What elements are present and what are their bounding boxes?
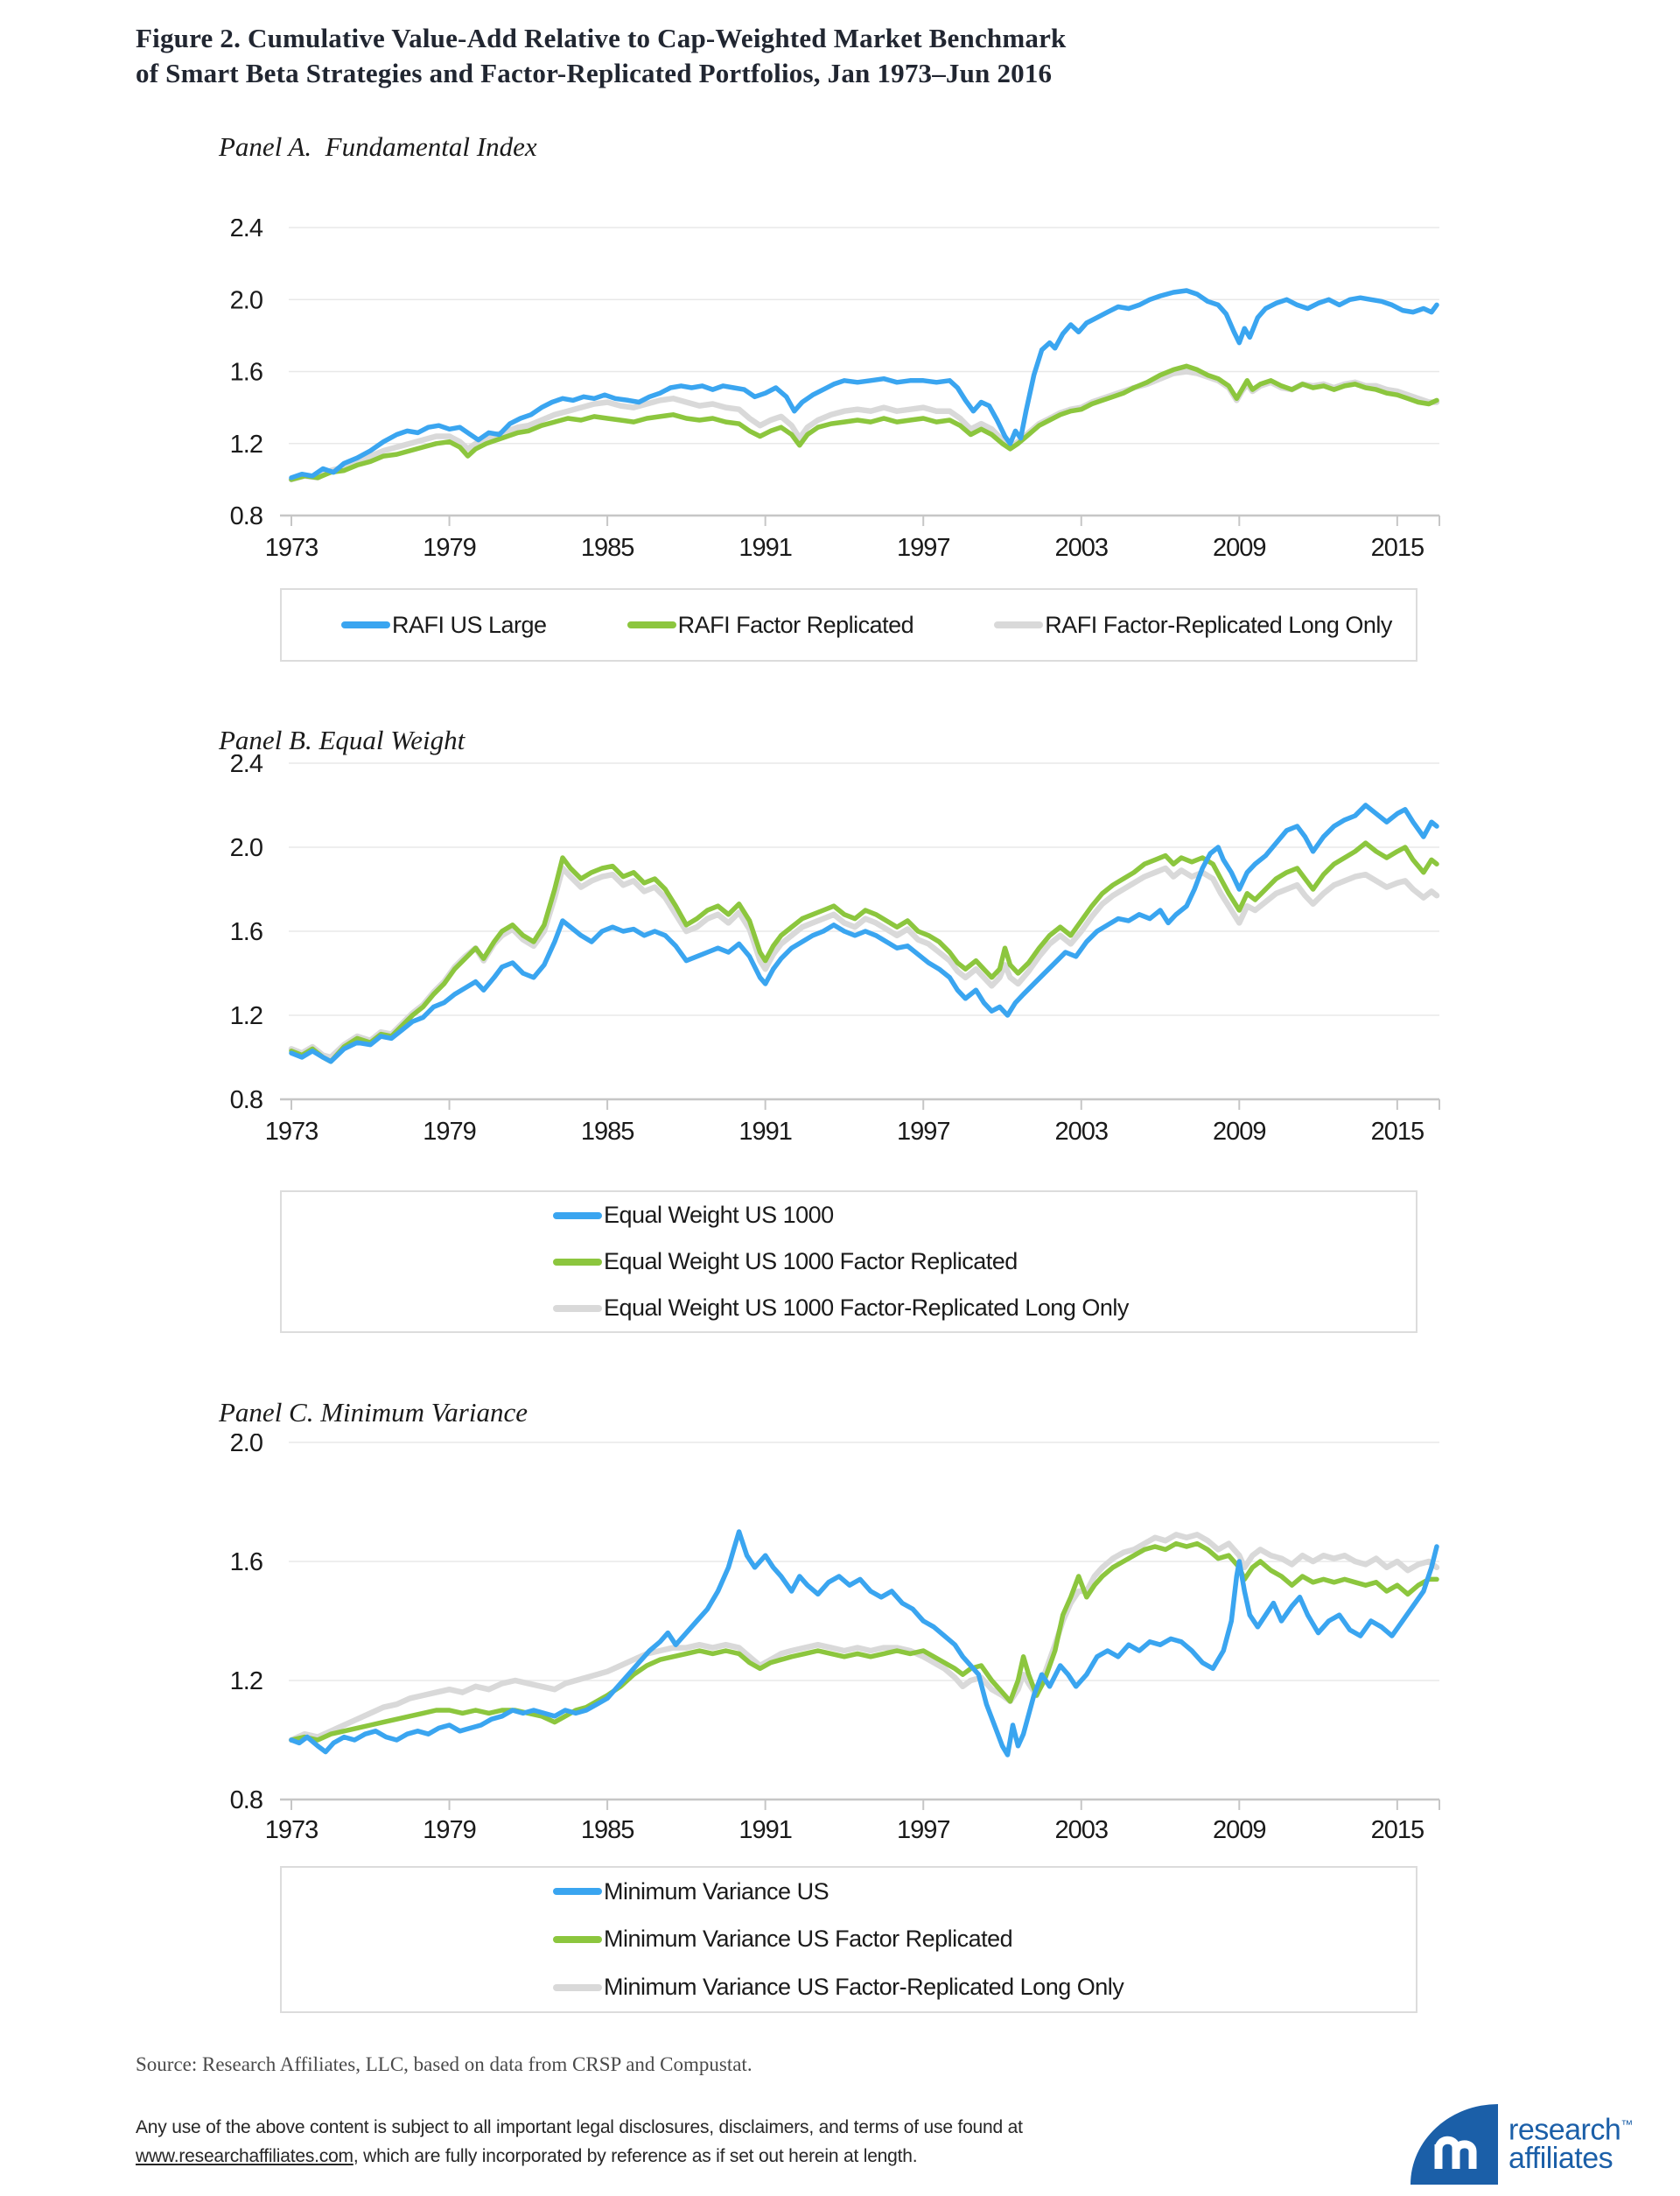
figure-title-line2: of Smart Beta Strategies and Factor-Repl… [136,58,1053,88]
legend-item-blue: RAFI US Large [341,612,547,639]
panel-c-legend: Minimum Variance US Minimum Variance US F… [280,1866,1418,2013]
legend-label: Equal Weight US 1000 Factor-Replicated L… [604,1294,1129,1321]
logo-wordmark: research™ affiliates [1508,2110,1633,2173]
y-tick-label: 1.2 [230,1667,262,1695]
y-tick-label: 2.4 [230,219,263,242]
x-tick-label: 2003 [1054,1118,1108,1146]
y-tick-label: 1.6 [230,359,262,387]
legend-label: Equal Weight US 1000 Factor Replicated [604,1248,1018,1274]
x-tick-label: 1979 [423,534,476,562]
legend-swatch-green [626,621,676,628]
legend-label: RAFI US Large [392,611,547,638]
y-tick-label: 2.0 [230,834,262,862]
x-tick-label: 1985 [581,1816,634,1844]
disclaimer-link[interactable]: www.researchaffiliates.com [136,2146,354,2166]
y-tick-label: 0.8 [230,1086,262,1114]
disclaimer-line1: Any use of the above content is subject … [136,2117,1023,2137]
x-tick-label: 1979 [423,1118,476,1146]
y-tick-label: 1.2 [230,1002,262,1030]
panel-b-chart: 0.8 1.2 1.6 2.0 2.4 1973 1979 1985 1991 1997 2003 2… [230,754,1440,1146]
disclaimer-line2: , which are fully incorporated by refere… [353,2146,918,2166]
legend-item-green: RAFI Factor Replicated [626,611,914,639]
panel-a-chart: 0.8 1.2 1.6 2.0 2.4 1973 1979 1985 1991 1997 2003 2… [230,219,1440,562]
y-tick-label: 2.0 [230,1434,262,1457]
x-tick-label: 1997 [897,1816,950,1844]
y-tick-label: 2.4 [230,754,263,778]
x-tick-label: 2015 [1371,1816,1424,1844]
logo-tm: ™ [1620,2116,1633,2131]
legend-item-blue: Equal Weight US 1000 [553,1202,1416,1229]
legend-label: Minimum Variance US [604,1877,830,1905]
x-tick-label: 1973 [265,534,318,562]
x-tick-label: 1991 [738,1118,792,1146]
series-line-green [289,363,1439,482]
legend-swatch-blue [553,1211,602,1219]
y-tick-label: 1.2 [230,431,262,459]
legend-swatch-green [553,1258,602,1266]
series-line-blue [289,803,1439,1064]
logo-word-research: research [1508,2113,1621,2147]
y-tick-label: 0.8 [230,502,262,530]
series-line-gray [288,1532,1440,1743]
x-tick-label: 2015 [1371,534,1424,562]
source-note: Source: Research Affiliates, LLC, based … [136,2053,752,2075]
legend-item-gray: Minimum Variance US Factor-Replicated Lo… [553,1974,1416,2001]
research-affiliates-logo: research™ affiliates [1407,2097,1633,2186]
ra-monogram-icon [1410,2104,1498,2185]
series-line-blue [289,1529,1439,1758]
legend-label: Equal Weight US 1000 [604,1202,834,1228]
figure-title: Figure 2. Cumulative Value-Add Relative … [136,21,1501,91]
disclaimer: Any use of the above content is subject … [136,2113,1273,2171]
x-tick-label: 2009 [1213,534,1266,562]
x-tick-label: 2015 [1371,1118,1424,1146]
legend-swatch-gray [553,1983,602,1991]
panel-b-legend: Equal Weight US 1000 Equal Weight US 1000… [280,1190,1418,1333]
x-tick-label: 1991 [738,534,792,562]
y-tick-label: 2.0 [230,286,262,314]
x-tick-label: 2009 [1213,1118,1266,1146]
logo-word-affiliates: affiliates [1508,2142,1614,2176]
series-line-blue [289,288,1439,481]
x-tick-label: 2003 [1054,1816,1108,1844]
x-tick-label: 1973 [265,1118,318,1146]
legend-item-blue: Minimum Variance US [553,1878,1416,1905]
series-line-gray [288,368,1440,483]
panel-c-chart: 0.8 1.2 1.6 2.0 1973 1979 1985 1991 1997 2003 2009… [230,1434,1440,1844]
panel-c-title: Panel C. Minimum Variance [219,1397,528,1428]
x-tick-label: 1997 [897,1118,950,1146]
legend-label: Minimum Variance US Factor-Replicated Lo… [604,1974,1124,2001]
legend-item-gray: RAFI Factor-Replicated Long Only [994,612,1392,639]
panel-b-title: Panel B. Equal Weight [219,725,466,755]
legend-swatch-gray [553,1304,602,1312]
x-tick-label: 2003 [1054,534,1108,562]
legend-item-green: Equal Weight US 1000 Factor Replicated [553,1248,1416,1275]
panel-a-legend: RAFI US Large RAFI Factor Replicated RAFI … [280,588,1418,662]
y-tick-label: 1.6 [230,1548,262,1576]
y-tick-label: 0.8 [230,1786,262,1814]
legend-swatch-green [553,1935,602,1943]
legend-label: Minimum Variance US Factor Replicated [604,1926,1013,1953]
series-line-green [289,840,1439,1064]
x-tick-label: 1973 [265,1816,318,1844]
panel-a-title: Panel A. Fundamental Index [219,131,537,162]
legend-item-gray: Equal Weight US 1000 Factor-Replicated L… [553,1294,1416,1322]
x-tick-label: 1991 [738,1816,792,1844]
x-tick-label: 1985 [581,1118,634,1146]
x-tick-label: 1997 [897,534,950,562]
legend-item-green: Minimum Variance US Factor Replicated [553,1926,1416,1953]
legend-label: RAFI Factor Replicated [677,611,914,638]
legend-swatch-gray [994,621,1044,628]
figure-title-line1: Figure 2. Cumulative Value-Add Relative … [136,23,1067,53]
x-tick-label: 2009 [1213,1816,1266,1844]
legend-swatch-blue [341,621,390,628]
series-line-green [289,1540,1439,1743]
x-tick-label: 1985 [581,534,634,562]
y-tick-label: 1.6 [230,918,262,946]
x-tick-label: 1979 [423,1816,476,1844]
legend-swatch-blue [553,1888,602,1896]
legend-label: RAFI Factor-Replicated Long Only [1045,611,1392,638]
